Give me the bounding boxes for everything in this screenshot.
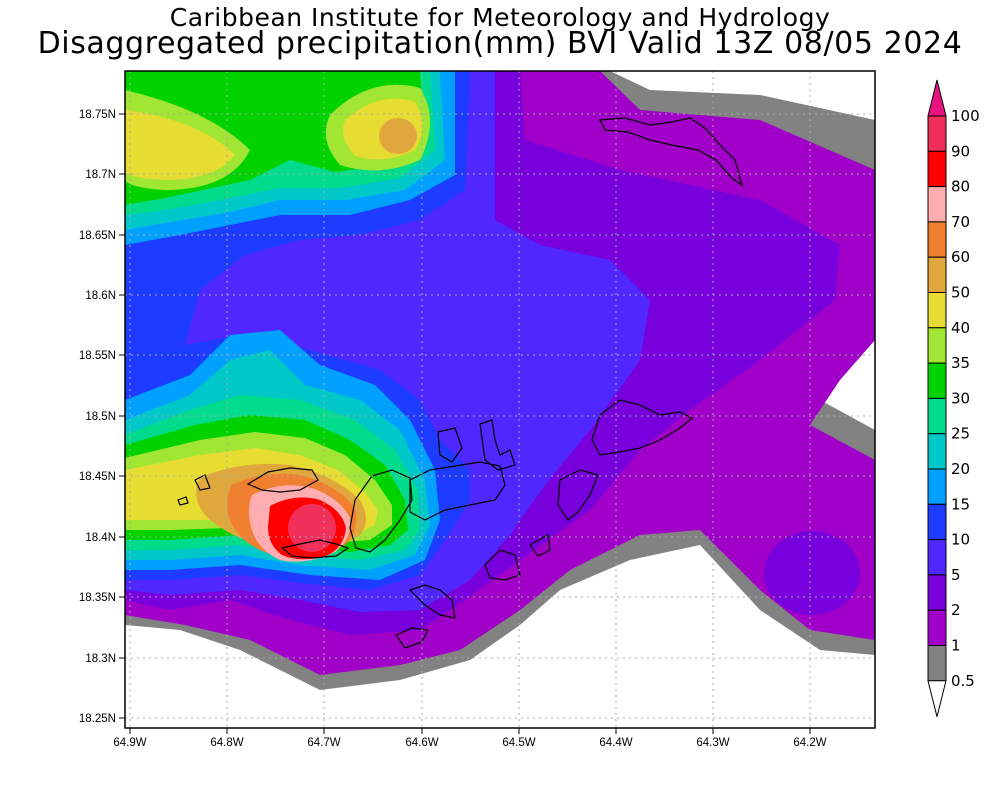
island-north-cay <box>479 419 516 471</box>
island-virgin-gorda-west <box>349 469 413 553</box>
y-tick-label: 18.45N <box>79 471 116 483</box>
colorbar-swatch <box>927 186 947 223</box>
y-tick-label: 18.65N <box>79 230 116 242</box>
x-tick-labels: 64.9W 64.8W 64.7W 64.6W 64.5W 64.4W 64.3… <box>113 737 826 749</box>
x-tick-label: 64.7W <box>307 737 340 749</box>
x-tick-label: 64.8W <box>210 737 243 749</box>
contour-30mm <box>125 71 425 552</box>
colorbar-swatch <box>927 609 947 647</box>
colorbar-swatch <box>927 680 947 717</box>
y-axis <box>119 113 125 719</box>
island-central <box>409 461 506 521</box>
colorbar-label: 25 <box>951 425 970 443</box>
x-tick-label: 64.6W <box>405 737 438 749</box>
colorbar-swatch <box>927 433 947 470</box>
colorbar-label: 50 <box>951 284 970 302</box>
colorbar-swatch <box>927 292 947 329</box>
island-chain-mid <box>557 469 599 521</box>
colorbar-label: 90 <box>951 142 970 160</box>
y-tick-label: 18.35N <box>79 592 116 604</box>
colorbar-swatch <box>927 115 947 152</box>
x-tick-label: 64.4W <box>599 737 632 749</box>
island-outlines <box>177 117 744 649</box>
x-tick-label: 64.2W <box>793 737 826 749</box>
island-st-john-west <box>280 539 350 559</box>
plot-frame <box>124 70 876 729</box>
colorbar-top-cap <box>927 79 947 117</box>
colorbar-swatch <box>927 327 947 364</box>
colorbar-swatch <box>927 468 947 505</box>
colorbar-swatch <box>927 539 947 576</box>
island-west-cay <box>194 474 211 491</box>
colorbar-swatch <box>927 256 947 294</box>
colorbar-swatch <box>927 150 947 188</box>
y-tick-label: 18.5N <box>85 411 116 423</box>
x-axis <box>129 728 811 734</box>
colorbar-swatch <box>927 362 947 399</box>
y-tick-label: 18.4N <box>85 532 116 544</box>
colorbar-label: 1 <box>951 637 961 655</box>
island-mid-south <box>484 549 521 581</box>
island-anegada <box>599 117 744 187</box>
colorbar-label: 30 <box>951 389 970 407</box>
grid-lines <box>125 71 875 728</box>
colorbar-label: 40 <box>951 319 970 337</box>
colorbar-label: 100 <box>951 107 980 125</box>
colorbar-swatch <box>927 221 947 258</box>
colorbar-label: 60 <box>951 248 970 266</box>
island-south-cays <box>408 584 456 619</box>
colorbar-label: 15 <box>951 495 970 513</box>
island-tiny-west <box>177 496 189 506</box>
colorbar-label: 5 <box>951 566 961 584</box>
y-tick-label: 18.6N <box>85 290 116 302</box>
island-east-south <box>529 534 551 557</box>
y-tick-labels: 18.75N 18.7N 18.65N 18.6N 18.55N 18.5N 1… <box>79 109 116 725</box>
colorbar-label: 2 <box>951 601 961 619</box>
contour-50mm-north-cell <box>379 118 417 154</box>
colorbar-swatch <box>927 503 947 541</box>
island-guana <box>437 427 463 463</box>
colorbar-label: 20 <box>951 460 970 478</box>
y-tick-label: 18.3N <box>85 653 116 665</box>
colorbar-label: 35 <box>951 354 970 372</box>
x-tick-label: 64.9W <box>113 737 146 749</box>
x-tick-label: 64.3W <box>696 737 729 749</box>
colorbar-label: 80 <box>951 178 970 196</box>
island-south-west <box>395 627 429 649</box>
contour-2mm-east-cell <box>764 531 860 615</box>
colorbar-label: 10 <box>951 531 970 549</box>
y-tick-label: 18.7N <box>85 169 116 181</box>
colorbar: 100 90 80 70 60 50 40 35 30 25 20 15 10 5 2 1 0.5 <box>927 79 980 717</box>
title-product: Disaggregated precipitation(mm) BVI Vali… <box>37 26 963 61</box>
y-tick-label: 18.55N <box>79 350 116 362</box>
title-institute: Caribbean Institute for Meteorology and … <box>169 3 831 32</box>
island-tortola <box>246 467 319 493</box>
colorbar-label: 0.5 <box>951 672 975 690</box>
colorbar-label: 70 <box>951 213 970 231</box>
colorbar-swatch <box>927 645 947 682</box>
precipitation-field <box>125 71 875 728</box>
y-tick-label: 18.75N <box>79 109 116 121</box>
colorbar-swatch <box>927 397 947 435</box>
x-tick-label: 64.5W <box>502 737 535 749</box>
colorbar-swatch <box>927 574 947 611</box>
y-tick-label: 18.25N <box>79 713 116 725</box>
island-chain-east <box>591 399 694 456</box>
